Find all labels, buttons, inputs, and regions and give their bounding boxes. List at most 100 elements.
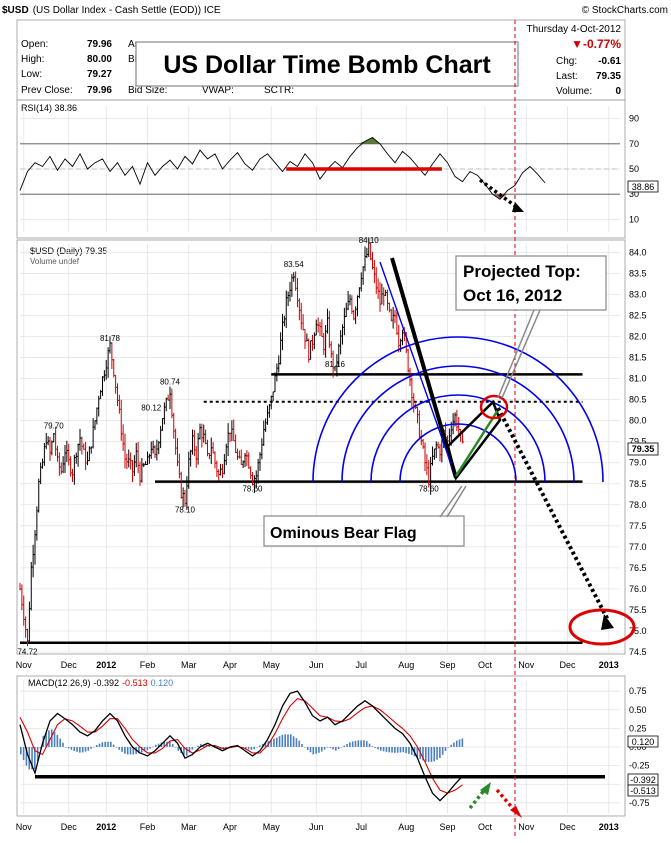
macd-hist-bar <box>112 744 115 747</box>
rsi-y-tick: 10 <box>629 214 639 224</box>
macd-hist-bar <box>104 741 106 747</box>
macd-hist-bar <box>399 747 402 753</box>
price-y-tick: 84.0 <box>629 247 647 257</box>
bear-flag-outline <box>446 399 502 481</box>
macd-hist-bar <box>354 740 357 747</box>
high-value: 80.00 <box>87 54 112 65</box>
x-tick-label-macd: Jul <box>355 822 367 832</box>
macd-hist-bar <box>250 747 253 750</box>
macd-hist-bar <box>31 747 33 770</box>
macd-hist-bar <box>253 747 256 750</box>
macd-hist-bar <box>191 747 194 750</box>
macd-hist-bar <box>143 747 146 752</box>
rsi-line <box>19 136 546 200</box>
macd-hist-bar <box>298 740 301 747</box>
macd-hist-bar <box>441 747 444 755</box>
macd-hist-bar <box>284 734 286 747</box>
x-tick-label: Dec <box>559 660 576 670</box>
price-y-tick: 74.5 <box>629 647 647 657</box>
x-tick-label: 2012 <box>96 660 116 670</box>
macd-hist-bar <box>453 742 455 747</box>
signal-last: -0.513 <box>630 786 656 796</box>
volume-value: 0 <box>615 86 621 97</box>
macd-hist-bar <box>439 747 441 758</box>
macd-hist-bar <box>405 747 407 754</box>
macd-hist-bar <box>59 738 61 747</box>
price-y-tick: 81.5 <box>629 353 647 363</box>
macd-label: MACD(12,26,9) <box>28 678 91 688</box>
macd-hist-bar <box>93 746 95 748</box>
x-tick-label-macd: Feb <box>140 822 156 832</box>
macd-hist-bar <box>340 747 343 748</box>
last-label: Last: <box>556 71 578 82</box>
macd-hist-bar <box>304 747 306 748</box>
macd-hist-bar <box>183 747 185 756</box>
ask-label: As <box>128 39 140 50</box>
rsi-last-value: 38.86 <box>632 182 655 192</box>
macd-hist-bar <box>174 747 177 748</box>
macd-hist-bar <box>275 737 278 747</box>
x-tick-label-macd: Aug <box>398 822 414 832</box>
bear-flag-label: Ominous Bear Flag <box>270 525 417 542</box>
macd-hist-bar <box>360 740 362 747</box>
macd-hist-bar <box>349 742 351 747</box>
macd-hist-bar <box>318 747 320 753</box>
volume-label: Volume: <box>556 86 592 97</box>
macd-hist-bar <box>87 747 90 751</box>
projected-top-line2: Oct 16, 2012 <box>463 286 562 305</box>
arc-outer <box>312 336 604 483</box>
macd-hist-bar <box>365 741 368 747</box>
macd-hist-bar <box>326 747 329 748</box>
macd-hist-bar <box>36 747 39 761</box>
x-tick-label-macd: May <box>263 822 281 832</box>
macd-hist-bar <box>270 739 272 747</box>
sctr-label: SCTR: <box>264 85 294 96</box>
price-last-tag: 79.35 <box>627 442 659 456</box>
macd-hist-bar <box>388 747 391 753</box>
x-tick-label-macd: Nov <box>16 822 33 832</box>
symbol-description: (US Dollar Index - Cash Settle (EOD)) IC… <box>33 5 221 16</box>
macd-hist-bar <box>79 747 81 753</box>
macd-hist-bar <box>67 747 70 749</box>
macd-hist-bar <box>309 747 312 753</box>
x-tick-label: 2013 <box>599 660 619 670</box>
macd-hist-bar <box>73 747 76 752</box>
x-tick-label-macd: Nov <box>518 822 535 832</box>
x-tick-label-macd: Mar <box>181 822 197 832</box>
x-tick-label: Apr <box>223 660 237 670</box>
x-tick-label: Oct <box>478 660 493 670</box>
macd-hist-bar <box>188 747 191 753</box>
projected-top-callout: Projected Top: Oct 16, 2012 <box>455 255 607 399</box>
x-tick-label-macd: 2012 <box>96 822 116 832</box>
chg-value: -0.61 <box>598 56 621 67</box>
rsi-y-tick: 90 <box>629 114 639 124</box>
target-circle <box>568 608 636 646</box>
macd-hist-bar <box>110 741 112 747</box>
macd-hist-bar <box>444 747 447 751</box>
decline-trendline <box>390 257 458 479</box>
chg-label: Chg: <box>556 56 577 67</box>
macd-hist-bar <box>124 747 126 754</box>
vwap-label: VWAP: <box>202 85 234 96</box>
macd-hist-bar <box>138 747 140 754</box>
rsi-panel-frame <box>16 99 626 239</box>
macd-hist-bar <box>287 734 289 747</box>
chart-title: US Dollar Time Bomb Chart <box>163 51 491 79</box>
volume-sublabel: Volume undef <box>30 257 80 266</box>
macd-hist-bar <box>84 747 87 752</box>
svg-text:$USD(US Dollar Index - Cash Se: $USD (US Dollar Index - Cash Settle (EOD)… <box>2 5 221 16</box>
macd-hist-bar <box>391 747 393 753</box>
macd-hist-bar <box>140 747 143 753</box>
rsi-layer <box>19 136 620 200</box>
macd-hist-bar <box>382 747 385 752</box>
price-annotation-label: 81.78 <box>100 334 121 343</box>
macd-hist-bar <box>343 745 346 747</box>
macd-hist-bar <box>155 744 157 747</box>
x-tick-label: May <box>263 660 281 670</box>
high-label: High: <box>21 54 44 65</box>
macd-hist-bar <box>149 747 151 749</box>
macd-hist-bar <box>129 747 132 755</box>
x-tick-label: Nov <box>518 660 535 670</box>
macd-hist-bar <box>301 744 303 747</box>
macd-hist-bar <box>450 744 452 747</box>
